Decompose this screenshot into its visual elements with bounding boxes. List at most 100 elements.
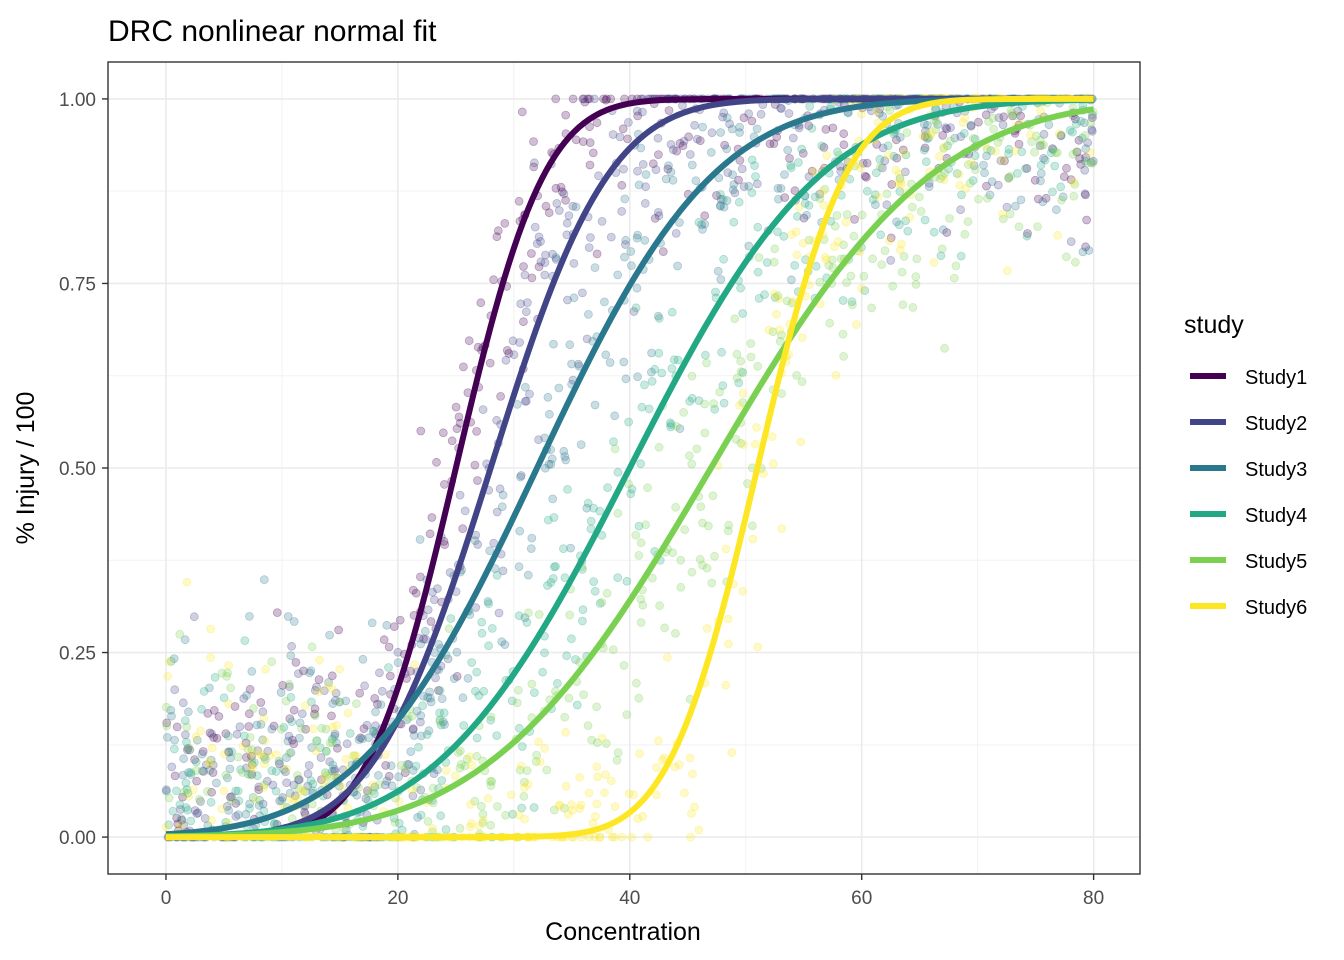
data-point <box>526 544 536 553</box>
data-point <box>379 635 389 645</box>
data-point <box>421 635 431 644</box>
data-point <box>470 536 480 545</box>
data-point <box>371 707 380 717</box>
data-point <box>307 642 317 652</box>
data-point <box>529 162 539 172</box>
data-point <box>690 120 699 130</box>
data-point <box>658 247 668 257</box>
data-point <box>547 454 557 464</box>
data-point <box>991 146 1000 156</box>
data-point <box>895 245 905 255</box>
data-point <box>238 741 248 751</box>
data-point <box>622 710 632 719</box>
data-point <box>269 721 279 731</box>
data-point <box>920 143 930 153</box>
data-point <box>317 723 327 733</box>
data-point <box>384 771 394 781</box>
data-point <box>224 661 234 670</box>
data-point <box>592 702 601 712</box>
data-point <box>807 123 817 133</box>
data-point <box>268 780 278 790</box>
data-point <box>744 181 754 191</box>
data-point <box>688 769 697 779</box>
data-point <box>234 796 244 806</box>
data-point <box>534 262 544 272</box>
data-point <box>463 674 473 683</box>
data-point <box>753 642 763 652</box>
data-point <box>429 769 439 778</box>
data-point <box>497 637 507 647</box>
data-point <box>706 147 716 157</box>
data-point <box>647 367 656 377</box>
data-point <box>638 600 648 610</box>
data-point <box>698 224 707 234</box>
data-point <box>477 628 487 638</box>
data-point <box>794 202 804 212</box>
data-point <box>304 761 314 770</box>
data-point <box>283 612 293 621</box>
data-point <box>321 724 331 734</box>
data-point <box>307 743 317 752</box>
data-point <box>258 799 268 809</box>
data-point <box>494 608 504 618</box>
data-point <box>775 325 784 335</box>
data-point <box>737 164 747 174</box>
data-point <box>626 247 636 256</box>
data-point <box>245 733 255 742</box>
data-point <box>282 778 292 788</box>
data-point <box>794 158 803 167</box>
data-point <box>406 666 416 676</box>
data-point <box>770 293 780 302</box>
data-point <box>774 194 783 204</box>
data-point <box>595 506 605 516</box>
data-point <box>387 781 397 791</box>
data-point <box>542 765 552 775</box>
data-point <box>569 293 579 303</box>
data-point <box>734 378 744 388</box>
data-point <box>500 640 510 649</box>
data-point <box>179 754 189 764</box>
data-point <box>895 187 905 196</box>
data-point <box>735 400 744 410</box>
data-point <box>301 724 311 734</box>
data-point <box>993 180 1003 190</box>
data-point <box>415 572 425 582</box>
data-point <box>700 211 710 221</box>
data-point <box>939 175 949 185</box>
data-point <box>297 724 306 733</box>
data-point <box>876 230 886 240</box>
data-point <box>449 674 459 683</box>
data-point <box>956 132 966 142</box>
data-point <box>272 608 282 617</box>
data-point <box>544 459 554 469</box>
data-point <box>425 693 435 703</box>
data-point <box>576 800 586 810</box>
data-point <box>532 750 541 760</box>
data-point <box>580 97 590 107</box>
data-point <box>700 428 710 438</box>
data-point <box>241 763 251 773</box>
data-point <box>892 217 901 227</box>
data-point <box>1033 222 1042 232</box>
data-point <box>567 359 576 369</box>
data-point <box>728 170 737 180</box>
data-point <box>883 150 893 160</box>
data-point <box>633 166 642 176</box>
data-point <box>460 761 470 771</box>
data-point <box>723 168 733 178</box>
data-point <box>415 717 425 727</box>
data-point <box>330 729 340 739</box>
data-point <box>425 687 435 697</box>
data-point <box>638 159 648 169</box>
data-point <box>473 476 482 485</box>
data-point <box>592 249 602 259</box>
data-point <box>534 435 543 445</box>
data-point <box>597 733 607 743</box>
data-point <box>939 142 949 152</box>
data-point <box>251 795 260 804</box>
data-point <box>852 320 861 329</box>
data-point <box>473 342 483 352</box>
data-point <box>772 309 781 319</box>
data-point <box>282 753 291 762</box>
data-point <box>161 785 171 795</box>
